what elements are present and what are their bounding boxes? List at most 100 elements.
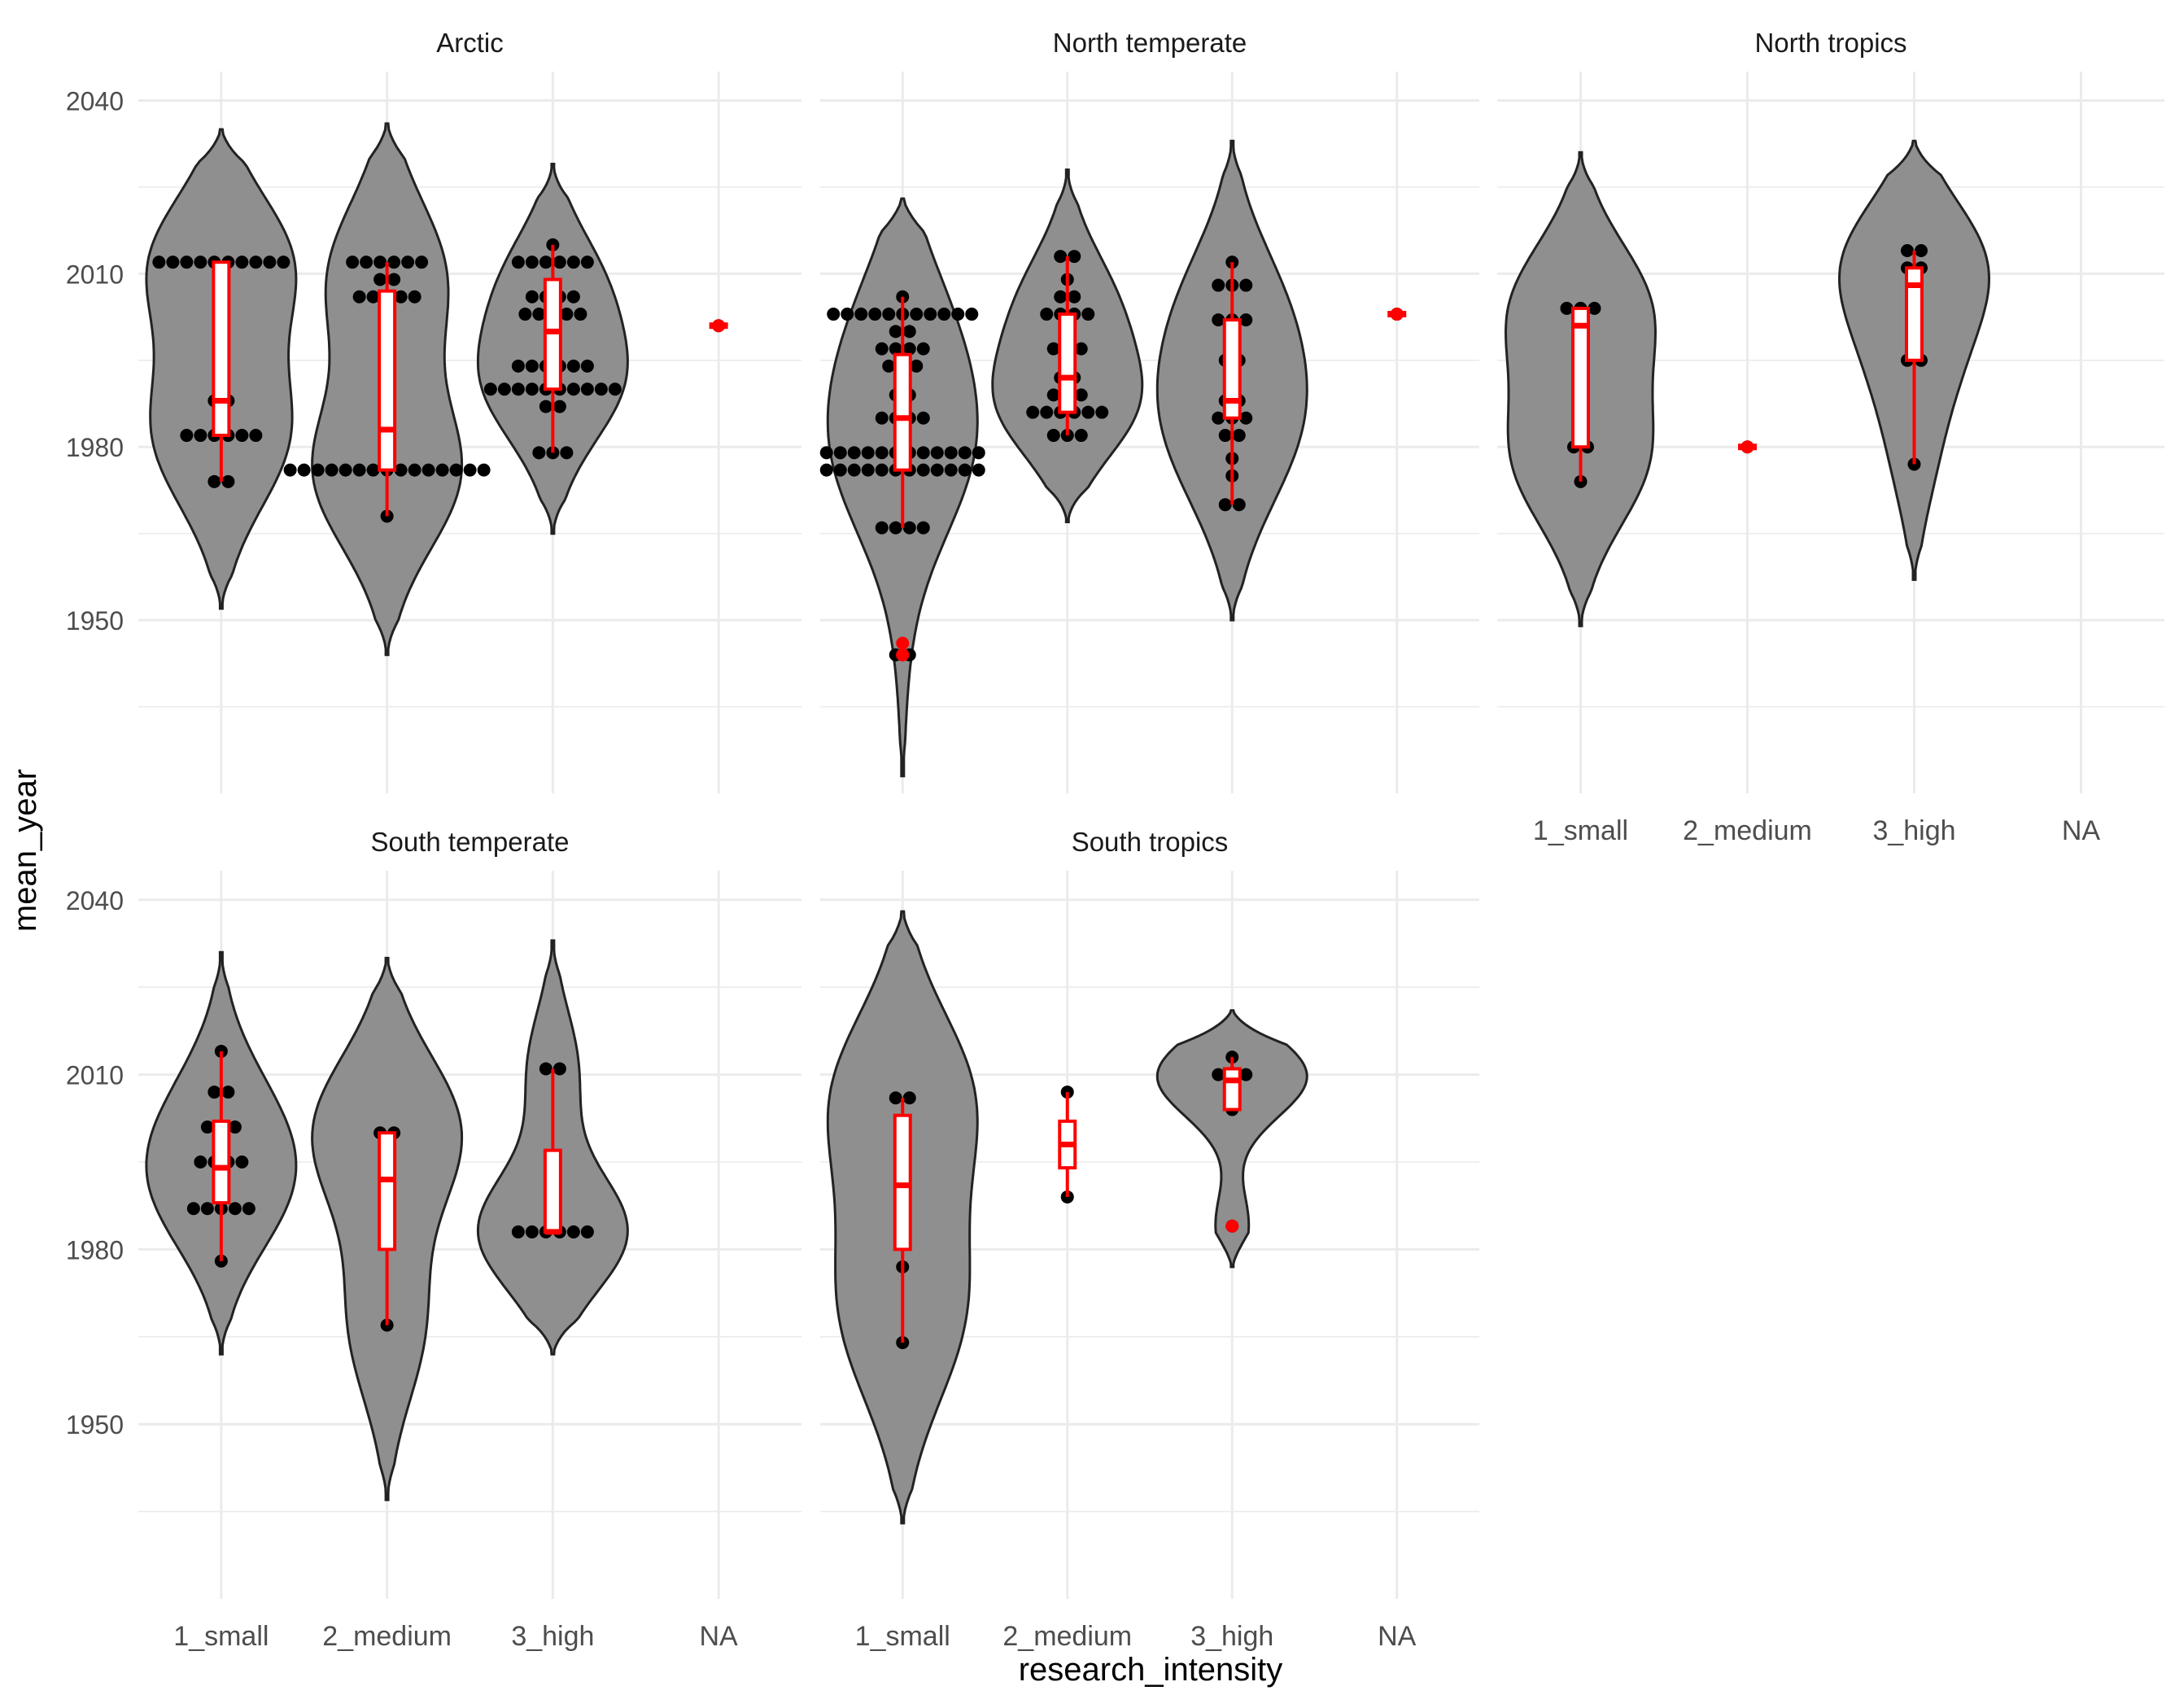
data-point (435, 463, 449, 477)
data-point (228, 1120, 242, 1134)
data-point (401, 256, 415, 269)
data-point (511, 256, 525, 269)
data-point (847, 446, 861, 460)
box-iqr (543, 277, 562, 391)
single-value-marker (1390, 308, 1404, 321)
data-point (1212, 278, 1225, 292)
data-point (930, 463, 944, 477)
data-point (221, 474, 235, 488)
data-point (449, 463, 463, 477)
data-point (930, 446, 944, 460)
x-tick-label: 2_medium (1002, 1621, 1132, 1652)
y-tick-label: 2040 (66, 886, 124, 915)
facet-title: South tropics (1072, 827, 1229, 857)
facet-title: South temperate (371, 827, 570, 857)
data-point (882, 359, 896, 373)
facet-panel: North tropics 1_small 2_medium 3_high NA (1497, 28, 2164, 846)
data-point (902, 325, 916, 339)
data-point (525, 1225, 539, 1238)
data-point (235, 429, 249, 443)
box-iqr (893, 352, 912, 472)
data-point (916, 521, 930, 535)
data-point (483, 382, 497, 396)
data-point (511, 359, 525, 373)
data-point (518, 308, 532, 321)
data-point (868, 308, 882, 321)
data-point (352, 290, 366, 304)
data-point (532, 446, 546, 460)
data-point (861, 463, 875, 477)
box-iqr (543, 1148, 562, 1234)
data-point (916, 342, 930, 356)
single-value-marker (1740, 440, 1754, 454)
data-point (221, 1086, 235, 1099)
data-point (338, 463, 352, 477)
data-point (560, 308, 574, 321)
y-tick-label: 2010 (66, 260, 124, 289)
data-point (1239, 313, 1253, 327)
data-point (525, 290, 539, 304)
data-point (200, 1120, 214, 1134)
box-iqr (893, 1113, 912, 1252)
data-point (1040, 405, 1054, 419)
data-point (415, 256, 429, 269)
data-point (352, 463, 366, 477)
data-point (916, 411, 930, 425)
data-point (819, 446, 833, 460)
box-iqr (1222, 318, 1242, 420)
box-iqr (1222, 1067, 1242, 1112)
data-point (235, 1155, 249, 1169)
data-point (1915, 243, 1928, 257)
box-iqr (1058, 312, 1077, 414)
facet-panel: North temperate (819, 28, 1479, 793)
data-point (194, 256, 207, 269)
data-point (566, 290, 580, 304)
data-point (951, 308, 965, 321)
data-point (277, 256, 290, 269)
data-point (875, 342, 889, 356)
data-point (566, 256, 580, 269)
data-point (263, 256, 277, 269)
data-point (854, 308, 868, 321)
box-iqr (212, 1119, 231, 1205)
data-point (1588, 301, 1601, 315)
y-axis-title: mean_year (7, 769, 43, 932)
data-point (889, 342, 902, 356)
data-point (1218, 429, 1232, 443)
data-point (566, 382, 580, 396)
box-iqr (1571, 306, 1590, 449)
data-point (1239, 278, 1253, 292)
data-point (889, 1091, 902, 1105)
box-iqr (212, 260, 231, 438)
data-point (1239, 411, 1253, 425)
data-point (847, 463, 861, 477)
x-tick-label: 3_high (511, 1621, 594, 1652)
data-point (207, 474, 221, 488)
data-point (539, 256, 552, 269)
data-point (833, 446, 847, 460)
data-point (249, 429, 263, 443)
x-tick-label: 1_small (855, 1621, 950, 1652)
data-point (525, 256, 539, 269)
data-point (283, 463, 297, 477)
data-point (1074, 429, 1088, 443)
x-tick-label: 2_medium (322, 1621, 452, 1652)
data-point (200, 1202, 214, 1216)
x-tick-label: NA (2062, 815, 2101, 846)
x-tick-label: 1_small (173, 1621, 269, 1652)
data-point (552, 1062, 566, 1076)
data-point (1095, 405, 1109, 419)
data-point (944, 463, 958, 477)
data-point (394, 290, 408, 304)
data-point (346, 256, 360, 269)
data-point (297, 463, 311, 477)
facet-title: North tropics (1754, 28, 1906, 58)
facet-panel: Arctic 1950 1980 2010 2040 (66, 28, 801, 793)
data-point (166, 256, 180, 269)
data-point (1560, 301, 1574, 315)
box-iqr (378, 289, 397, 472)
data-point (958, 446, 972, 460)
data-point (1040, 308, 1054, 321)
data-point (916, 446, 930, 460)
